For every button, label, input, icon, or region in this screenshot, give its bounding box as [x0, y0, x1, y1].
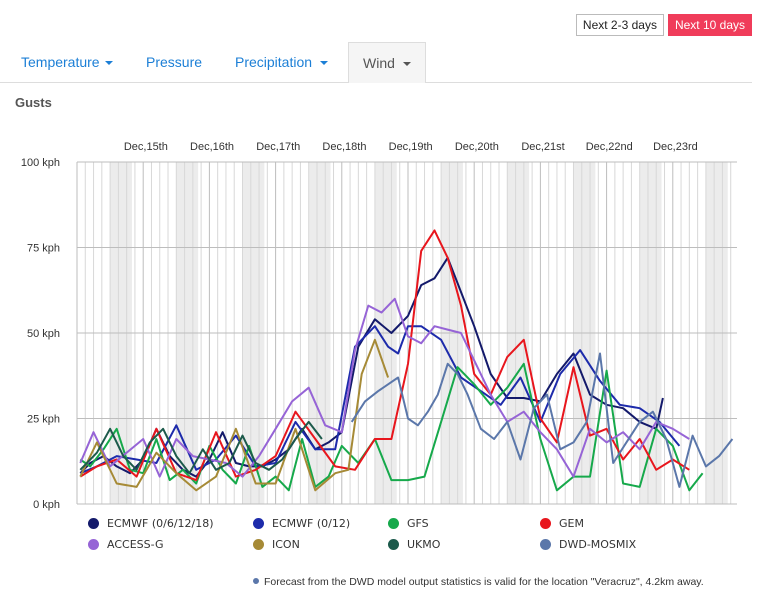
y-tick-label: 25 kph [27, 414, 60, 426]
legend-dot-icon [253, 539, 264, 550]
chart-title: Gusts [15, 95, 52, 110]
legend-item[interactable]: GEM [540, 517, 584, 530]
next-10-days-button[interactable]: Next 10 days [667, 14, 752, 36]
series-line-access-g [79, 297, 690, 478]
legend-label: ICON [272, 538, 300, 551]
legend-label: DWD-MOSMIX [559, 538, 637, 551]
x-tick-label: Dec,21st [521, 141, 564, 153]
legend-item[interactable]: ECMWF (0/6/12/18) [88, 517, 214, 530]
legend-item[interactable]: UKMO [388, 538, 440, 551]
legend-item[interactable]: ICON [253, 538, 300, 551]
dwd-mosmix-dot-icon [253, 578, 259, 584]
y-tick-label: 75 kph [27, 243, 60, 255]
x-tick-label: Dec,19th [389, 141, 433, 153]
x-tick-label: Dec,16th [190, 141, 234, 153]
x-tick-label: Dec,23rd [653, 141, 698, 153]
y-tick-label: 50 kph [27, 328, 60, 340]
legend-label: ECMWF (0/6/12/18) [107, 517, 214, 530]
tab-precipitation[interactable]: Precipitation [235, 42, 329, 82]
series-line-icon [79, 338, 390, 492]
tab-wind-label: Wind [363, 55, 395, 71]
legend-item[interactable]: DWD-MOSMIX [540, 538, 636, 551]
series-line-gem [79, 229, 690, 482]
y-tick-label: 100 kph [21, 157, 60, 169]
legend-dot-icon [540, 539, 551, 550]
legend-item[interactable]: ECMWF (0/12) [253, 517, 350, 530]
legend-dot-icon [253, 518, 264, 529]
legend-dot-icon [540, 518, 551, 529]
tab-pressure-label: Pressure [146, 54, 203, 70]
footnote-text: Forecast from the DWD model output stati… [264, 576, 704, 588]
chevron-down-icon [402, 62, 411, 67]
chevron-down-icon [320, 61, 329, 66]
x-tick-label: Dec,18th [322, 141, 366, 153]
legend-dot-icon [88, 539, 99, 550]
tab-temperature[interactable]: Temperature [21, 42, 113, 82]
legend-label: ACCESS-G [107, 538, 164, 551]
legend-item[interactable]: ACCESS-G [88, 538, 164, 551]
x-tick-label: Dec,20th [455, 141, 499, 153]
legend-dot-icon [388, 518, 399, 529]
legend-label: GFS [407, 517, 429, 530]
legend-dot-icon [388, 539, 399, 550]
series-line-ukmo [79, 420, 323, 475]
x-tick-label: Dec,15th [124, 141, 168, 153]
x-tick-label: Dec,22nd [586, 141, 633, 153]
legend-dot-icon [88, 518, 99, 529]
series-line-dwd-mosmix [350, 352, 734, 488]
tab-wind[interactable]: Wind [348, 42, 426, 83]
tab-precipitation-label: Precipitation [235, 54, 313, 70]
footnote: Forecast from the DWD model output stati… [253, 576, 704, 588]
legend-item[interactable]: GFS [388, 517, 429, 530]
next-2-3-days-button[interactable]: Next 2-3 days [575, 14, 664, 36]
tab-pressure[interactable]: Pressure [146, 42, 202, 82]
gusts-chart: 0 kph 25 kph 50 kph 75 kph 100 kph Dec,15th De… [21, 141, 737, 511]
x-tick-label: Dec,17th [256, 141, 300, 153]
legend-label: GEM [559, 517, 584, 530]
variable-tabs: Temperature Pressure Precipitation Wind [0, 42, 752, 83]
legend-label: ECMWF (0/12) [272, 517, 351, 530]
tab-temperature-label: Temperature [21, 54, 100, 70]
legend-label: UKMO [407, 538, 441, 551]
forecast-range-toggle: Next 2-3 days Next 10 days [575, 14, 752, 36]
chevron-down-icon [104, 61, 113, 66]
y-tick-label: 0 kph [33, 499, 60, 511]
series-line-ecmwf-0-12- [79, 325, 681, 475]
